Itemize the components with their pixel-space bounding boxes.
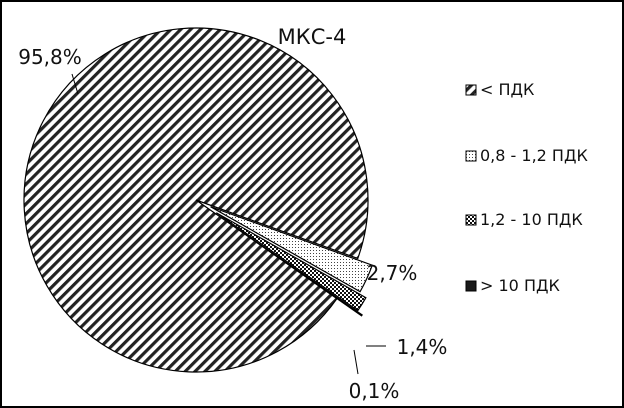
leader-line xyxy=(353,349,359,375)
leader-line xyxy=(71,73,79,95)
legend-label: > 10 ПДК xyxy=(480,276,560,295)
data-label: 95,8% xyxy=(18,45,82,69)
data-labels: 95,8% 2,7% 1,4% 0,1% xyxy=(18,45,447,403)
data-label: 1,4% xyxy=(397,335,448,359)
legend-label: 0,8 - 1,2 ПДК xyxy=(480,146,588,165)
pie-slices xyxy=(23,27,374,373)
chart-title: МКС-4 xyxy=(278,25,347,49)
data-label: 0,1% xyxy=(349,379,400,403)
leader-lines xyxy=(71,73,386,375)
legend-swatch xyxy=(465,150,477,162)
legend-label: < ПДК xyxy=(480,80,535,99)
legend-swatch xyxy=(465,280,477,292)
data-label: 2,7% xyxy=(367,261,418,285)
legend-label: 1,2 - 10 ПДК xyxy=(480,210,583,229)
legend-swatch xyxy=(465,84,477,96)
pie-slice xyxy=(23,27,369,373)
legend: < ПДК 0,8 - 1,2 ПДК 1,2 - 10 ПДК > 10 ПДК xyxy=(465,80,588,295)
legend-swatch xyxy=(465,214,477,226)
pie-slice xyxy=(215,212,367,312)
pie-slice xyxy=(210,206,374,293)
